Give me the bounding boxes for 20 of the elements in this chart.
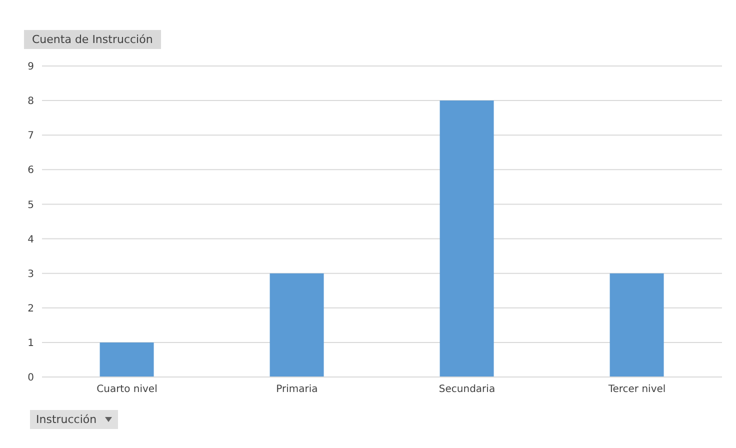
x-tick-label: Secundaria (438, 384, 496, 396)
y-tick-label: 8 (28, 96, 34, 108)
x-tick-label: Primaria (276, 384, 318, 396)
bar (100, 342, 154, 377)
y-tick-label: 2 (28, 303, 34, 314)
bar (440, 100, 494, 377)
y-tick-label: 6 (28, 165, 34, 176)
y-tick-label: 0 (28, 372, 34, 384)
y-tick-label: 7 (28, 130, 34, 142)
bar (270, 273, 324, 377)
x-tick-label: Tercer nivel (607, 384, 666, 396)
text: Instrucción (36, 413, 97, 426)
y-tick-label: 1 (28, 338, 34, 349)
chart-title: Cuenta de Instrucción (24, 30, 161, 49)
bar (610, 273, 664, 377)
y-tick-label: 5 (28, 200, 34, 211)
y-tick-label: 3 (28, 268, 34, 280)
y-tick-label: 9 (28, 62, 34, 73)
x-tick-label: Cuarto nivel (96, 384, 158, 396)
y-tick-label: 4 (28, 234, 34, 246)
